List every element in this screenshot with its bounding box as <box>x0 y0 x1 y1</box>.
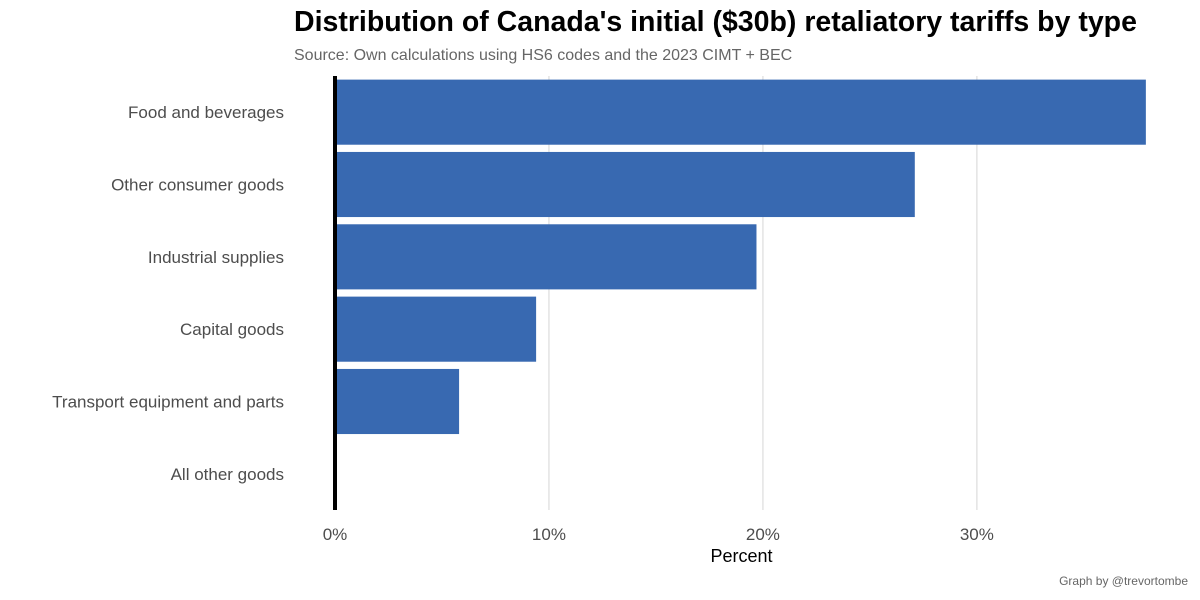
category-label: All other goods <box>171 465 284 484</box>
x-tick-label: 20% <box>746 525 780 544</box>
chart-subtitle: Source: Own calculations using HS6 codes… <box>294 47 793 64</box>
x-tick-label: 10% <box>532 525 566 544</box>
bar <box>335 151 915 218</box>
x-tick-label: 30% <box>960 525 994 544</box>
category-labels: Food and beverages Other consumer goods In… <box>52 103 284 484</box>
x-axis-title: Percent <box>710 546 772 566</box>
category-label: Industrial supplies <box>148 248 284 267</box>
category-label: Transport equipment and parts <box>52 393 284 412</box>
chart-caption: Graph by @trevortombe <box>1059 574 1188 588</box>
x-tick-label: 0% <box>323 525 348 544</box>
category-label: Other consumer goods <box>111 176 284 195</box>
bars <box>335 79 1146 435</box>
x-tick-labels: 0% 10% 20% 30% <box>323 525 994 544</box>
bar <box>335 224 757 290</box>
chart-title: Distribution of Canada's initial ($30b) … <box>294 6 1137 38</box>
category-label: Food and beverages <box>128 103 284 122</box>
grid-lines <box>548 76 978 510</box>
category-label: Capital goods <box>180 320 284 339</box>
bar <box>335 79 1146 145</box>
bar <box>335 296 537 362</box>
bar <box>335 368 460 435</box>
